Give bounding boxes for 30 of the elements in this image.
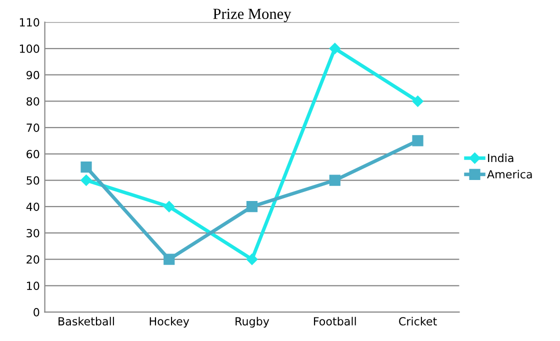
point (412, 96, 424, 107)
point (412, 135, 424, 146)
x-tick-label: Hockey (150, 316, 190, 328)
y-tick-label: 70 (26, 124, 40, 132)
point (164, 201, 175, 212)
legend-label: India (488, 154, 514, 162)
x-tick-label: Cricket (399, 316, 437, 326)
x-tick-label: Basketball (58, 316, 114, 326)
chart-title: Prize Money (213, 8, 292, 22)
y-tick-label: 110 (20, 18, 40, 27)
x-tick-label: Rugby (236, 316, 270, 328)
y-tick-label: 60 (26, 150, 40, 158)
y-tick-label: 90 (26, 70, 40, 80)
y-tick-label: 20 (26, 255, 40, 264)
y-tick-label: 0 (34, 308, 40, 316)
y-tick-label: 40 (26, 202, 40, 211)
point (329, 42, 340, 54)
y-tick-label: 80 (26, 97, 40, 106)
y-tick-label: 30 (26, 228, 40, 238)
y-tick-label: 50 (26, 176, 40, 185)
legend-label: America (487, 170, 532, 178)
point (246, 254, 258, 265)
point (80, 174, 92, 186)
point (80, 162, 92, 173)
point (246, 201, 258, 212)
point (329, 174, 340, 186)
x-tick-label: Football (314, 316, 356, 326)
y-tick-label: 100 (20, 44, 40, 53)
point (164, 254, 175, 265)
y-tick-label: 10 (27, 282, 40, 290)
